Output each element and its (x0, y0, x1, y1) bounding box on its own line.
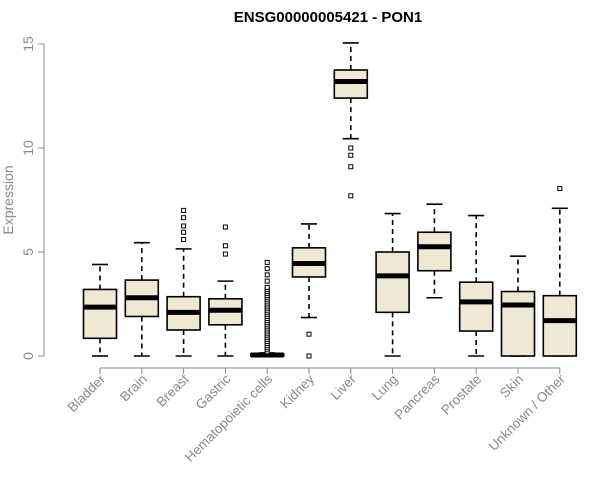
x-tick-label: Breast (154, 371, 192, 409)
boxes-group (82, 42, 578, 359)
outlier-point (181, 229, 187, 235)
iqr-box (82, 288, 118, 340)
outlier-point (557, 186, 563, 192)
box-brain (124, 241, 160, 357)
outlier-point (306, 331, 312, 337)
x-tick-label: Gastric (193, 371, 234, 412)
box-hematopoietic-cells (249, 259, 285, 358)
iqr-box (375, 251, 410, 314)
iqr-box (458, 281, 494, 332)
outlier-point (181, 215, 187, 221)
box-bladder (82, 263, 118, 357)
outlier-point (222, 243, 228, 249)
box-unknown-other (542, 186, 578, 357)
box-lung (375, 212, 410, 357)
outlier-point (348, 145, 354, 151)
box-kidney (291, 223, 327, 359)
y-tick-label: 0 (20, 352, 36, 360)
x-tick-label: Pancreas (392, 371, 443, 422)
box-breast (166, 207, 201, 357)
box-gastric (208, 224, 243, 357)
outlier-point (181, 237, 187, 243)
outlier-point (348, 152, 354, 158)
outlier-point (306, 353, 312, 359)
x-tick-label: Liver (328, 371, 360, 403)
iqr-box (542, 294, 578, 357)
y-tick-label: 10 (20, 140, 36, 156)
outlier-point (348, 193, 354, 199)
y-axis: 0 5 10 15 (20, 36, 45, 360)
y-tick-label: 15 (20, 36, 36, 52)
iqr-box (500, 290, 536, 357)
x-tick-label: Prostate (438, 372, 484, 418)
x-tick-label: Brain (117, 372, 150, 405)
y-axis-label: Expression (0, 165, 16, 234)
outlier-point (348, 164, 354, 170)
outlier-point (222, 251, 228, 257)
outlier-point (264, 284, 270, 290)
outlier-point (264, 278, 270, 284)
outlier-point (181, 223, 187, 229)
box-liver (333, 42, 369, 199)
outlier-point (222, 224, 228, 230)
box-skin (500, 255, 536, 357)
box-pancreas (417, 203, 452, 299)
outlier-point (264, 266, 270, 272)
x-tick-label: Bladder (65, 371, 109, 415)
x-tick-label: Unknown / Other (486, 371, 569, 454)
iqr-box (333, 69, 369, 99)
outlier-point (181, 207, 187, 213)
iqr-box (417, 231, 452, 272)
x-tick-label: Kidney (277, 371, 317, 411)
outlier-point (264, 259, 270, 265)
x-tick-label: Skin (497, 372, 526, 401)
x-tick-label: Lung (369, 372, 401, 404)
chart-title: ENSG00000005421 - PON1 (234, 9, 422, 26)
outlier-point (264, 272, 270, 278)
box-prostate (458, 214, 494, 357)
y-tick-label: 5 (20, 248, 36, 256)
